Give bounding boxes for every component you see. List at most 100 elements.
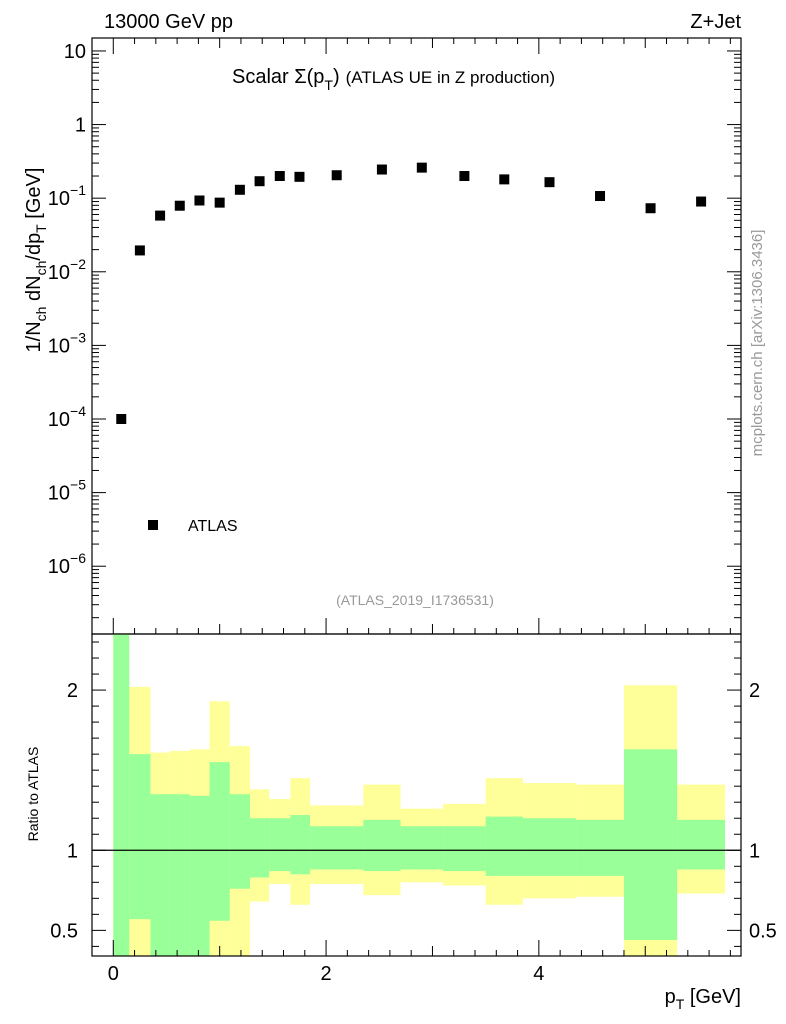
header-left: 13000 GeV pp <box>104 11 233 33</box>
ratio-band-inner <box>576 819 624 876</box>
ratio-band-inner <box>209 762 230 921</box>
ylabel-sub2: ch <box>33 261 49 276</box>
data-point <box>174 200 185 211</box>
data-point <box>294 171 305 182</box>
ylabel-part1: 1/N <box>23 321 45 352</box>
y-tick-base: 1 <box>75 115 86 137</box>
data-point <box>376 164 387 175</box>
ratio-band-inner <box>229 794 250 889</box>
ratio-y-tick-label: 0.5 <box>50 920 78 942</box>
ratio-y-tick-label-right: 0.5 <box>749 920 777 942</box>
data-point <box>155 210 166 221</box>
y-tick-base: 10 <box>48 335 70 357</box>
y-tick-exponent: −5 <box>70 477 86 493</box>
ratio-ylabel: Ratio to ATLAS <box>25 747 41 842</box>
ylabel-sub1: ch <box>33 307 49 322</box>
data-point <box>645 203 656 214</box>
ratio-band-inner <box>400 826 444 870</box>
ratio-band-inner <box>290 815 311 875</box>
analysis-id: (ATLAS_2019_I1736531) <box>336 592 494 608</box>
data-point <box>595 191 606 202</box>
ratio-band-inner <box>113 634 130 956</box>
data-point <box>254 176 265 187</box>
data-point <box>331 170 342 181</box>
title-close: ) <box>333 66 340 88</box>
title-main: Scalar Σ(p <box>232 66 324 88</box>
x-tick-label: 0 <box>108 963 119 985</box>
legend: ATLAS <box>148 518 238 535</box>
legend-label: ATLAS <box>188 518 238 535</box>
data-point <box>214 197 225 208</box>
ratio-band-inner <box>189 795 210 956</box>
ratio-band-inner <box>485 816 523 876</box>
ratio-band-inner <box>443 826 486 872</box>
data-point <box>459 171 470 182</box>
ylabel-part3: /dp <box>23 233 45 261</box>
ratio-frame <box>91 633 742 957</box>
ylabel-part4: [GeV] <box>23 168 45 225</box>
x-tick-label: 2 <box>321 963 332 985</box>
ratio-y-tick-label: 2 <box>67 680 78 702</box>
ratio-band-inner <box>150 794 170 956</box>
upper-ylabel-group: 1/Nch dNch/dpT [GeV] <box>23 168 49 353</box>
y-tick-label: 10 <box>64 41 86 63</box>
watermark-group: mcplots.cern.ch [arXiv:1306.3436] <box>749 230 766 457</box>
y-tick-base: 10 <box>48 188 70 210</box>
ratio-band-inner <box>169 794 190 956</box>
data-point <box>499 174 510 185</box>
data-point <box>274 171 285 182</box>
data-point <box>544 177 555 188</box>
y-tick-base: 10 <box>48 409 70 431</box>
y-tick-label: 10−2 <box>48 256 86 284</box>
ratio-band-inner <box>677 819 726 870</box>
xlabel-main: p <box>665 986 676 1008</box>
data-point <box>234 184 245 195</box>
data-point <box>116 414 127 425</box>
upper-frame <box>91 37 742 635</box>
plot-title: Scalar Σ(pT) (ATLAS UE in Z production) <box>232 66 555 93</box>
y-tick-exponent: −2 <box>70 256 86 272</box>
xlabel-rest: [GeV] <box>684 986 741 1008</box>
y-tick-exponent: −4 <box>70 403 86 419</box>
y-tick-label: 10−4 <box>48 403 86 431</box>
y-tick-exponent: −6 <box>70 550 86 566</box>
upper-ylabel: 1/Nch dNch/dpT [GeV] <box>23 168 49 353</box>
y-tick-base: 10 <box>48 483 70 505</box>
ratio-band-inner <box>623 749 678 940</box>
data-point <box>134 245 145 256</box>
ratio-band-inner <box>522 818 577 876</box>
y-tick-base: 10 <box>48 556 70 578</box>
ratio-ylabel-group: Ratio to ATLAS <box>25 747 41 842</box>
ratio-band-inner <box>129 754 151 920</box>
y-tick-label: 10−3 <box>48 329 86 357</box>
y-tick-exponent: −3 <box>70 329 86 345</box>
ratio-band-inner <box>269 818 291 872</box>
ratio-band-inner <box>249 818 270 878</box>
title-sub: T <box>324 77 333 93</box>
ylabel-sub3: T <box>33 224 49 233</box>
watermark: mcplots.cern.ch [arXiv:1306.3436] <box>749 230 766 457</box>
data-point <box>416 162 427 173</box>
ylabel-part2: dN <box>23 275 45 306</box>
ratio-band-inner <box>363 819 401 872</box>
ratio-y-tick-label-right: 2 <box>749 680 760 702</box>
y-tick-base: 10 <box>64 41 86 63</box>
ratio-panel: 0 2 4 0.5 0.5 1 1 2 2 <box>50 633 777 985</box>
data-point <box>194 195 205 206</box>
ratio-band-inner <box>310 826 364 870</box>
ratio-y-tick-label-right: 1 <box>749 840 760 862</box>
y-tick-label: 10−6 <box>48 550 86 578</box>
data-point <box>696 196 707 207</box>
x-tick-label: 4 <box>533 963 544 985</box>
y-tick-label: 1 <box>75 115 86 137</box>
y-tick-label: 10−5 <box>48 477 86 505</box>
y-tick-base: 10 <box>48 262 70 284</box>
ratio-y-tick-label: 1 <box>67 840 78 862</box>
title-rest: (ATLAS UE in Z production) <box>346 68 555 87</box>
y-tick-label: 10−1 <box>48 182 86 210</box>
header-right: Z+Jet <box>690 11 741 33</box>
xlabel-sub: T <box>676 996 685 1012</box>
y-tick-exponent: −1 <box>70 182 86 198</box>
